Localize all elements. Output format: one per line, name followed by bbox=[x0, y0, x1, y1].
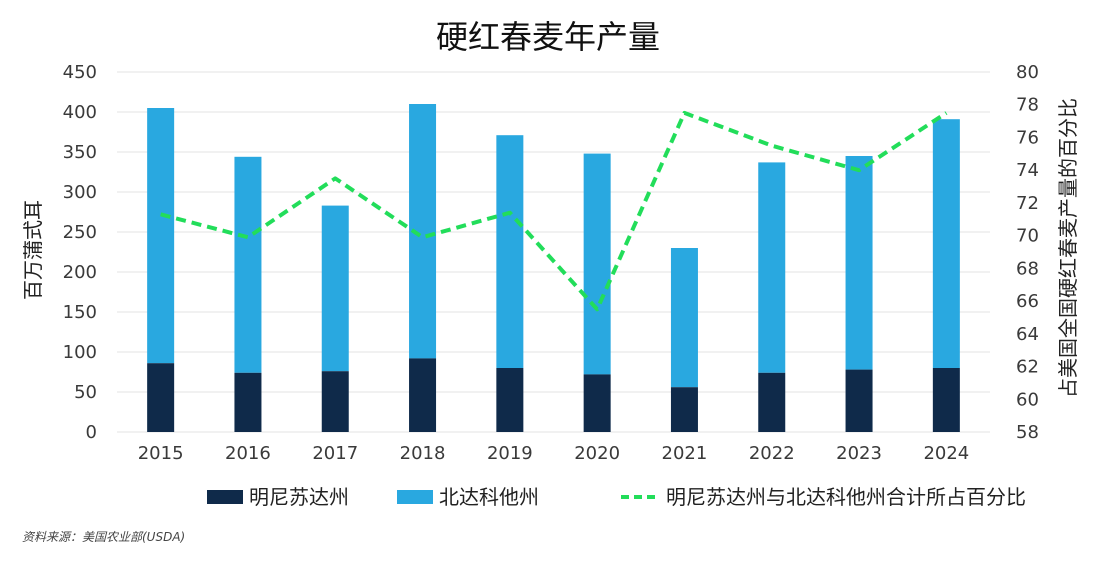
y-tick-label: 50 bbox=[74, 382, 97, 403]
y2-tick-label: 70 bbox=[1016, 226, 1039, 247]
bar-minnesota bbox=[321, 371, 349, 432]
x-axis-ticks: 2015 2016 2017 2018 2019 2020 2021 2022 2023 2024 bbox=[138, 443, 970, 464]
y2-tick-label: 78 bbox=[1016, 95, 1039, 116]
bar-minnesota bbox=[234, 372, 262, 432]
legend-swatch-north-dakota bbox=[397, 490, 433, 504]
y-tick-label: 350 bbox=[63, 142, 97, 163]
y2-tick-label: 58 bbox=[1016, 422, 1039, 443]
y-axis-title-right: 占美国全国硬红春麦产量的百分比 bbox=[1056, 98, 1080, 398]
bar-north-dakota bbox=[670, 248, 698, 388]
bar-north-dakota bbox=[583, 153, 611, 375]
y2-tick-label: 74 bbox=[1016, 160, 1039, 181]
y2-tick-label: 64 bbox=[1016, 324, 1039, 345]
y2-tick-label: 72 bbox=[1016, 193, 1039, 214]
bar-north-dakota bbox=[932, 119, 960, 368]
y2-tick-label: 66 bbox=[1016, 291, 1039, 312]
bar-minnesota bbox=[147, 363, 175, 432]
bar-minnesota bbox=[758, 372, 786, 432]
bar-minnesota bbox=[583, 374, 611, 432]
legend: 明尼苏达州 北达科他州 明尼苏达州与北达科他州合计所占百分比 bbox=[207, 485, 1026, 509]
x-tick-label: 2024 bbox=[923, 443, 969, 464]
bar-north-dakota bbox=[321, 205, 349, 372]
y-axis-title-left: 百万蒲式耳 bbox=[21, 200, 45, 300]
x-tick-label: 2017 bbox=[312, 443, 358, 464]
percentage-line-path bbox=[160, 110, 948, 312]
x-tick-label: 2022 bbox=[749, 443, 795, 464]
legend-label-north-dakota: 北达科他州 bbox=[439, 485, 539, 509]
right-axis-ticks: 58 60 62 64 66 68 70 72 74 76 78 80 bbox=[1016, 62, 1039, 443]
bar-minnesota bbox=[845, 369, 873, 432]
bar-north-dakota bbox=[496, 135, 524, 368]
bar-minnesota bbox=[496, 368, 524, 432]
y2-tick-label: 76 bbox=[1016, 127, 1039, 148]
bar-north-dakota bbox=[234, 156, 262, 373]
chart-title: 硬红春麦年产量 bbox=[436, 18, 660, 56]
legend-label-minnesota: 明尼苏达州 bbox=[249, 485, 349, 509]
y-tick-label: 200 bbox=[63, 262, 97, 283]
y2-tick-label: 62 bbox=[1016, 357, 1039, 378]
y-tick-label: 300 bbox=[63, 182, 97, 203]
gridlines bbox=[117, 71, 990, 433]
x-tick-label: 2023 bbox=[836, 443, 882, 464]
legend-label-percentage: 明尼苏达州与北达科他州合计所占百分比 bbox=[666, 485, 1026, 509]
bar-minnesota bbox=[409, 358, 437, 432]
bar-north-dakota bbox=[758, 162, 786, 373]
x-tick-label: 2016 bbox=[225, 443, 271, 464]
y2-tick-label: 68 bbox=[1016, 258, 1039, 279]
bars bbox=[147, 104, 960, 432]
y-tick-label: 150 bbox=[63, 302, 97, 323]
y-tick-label: 400 bbox=[63, 102, 97, 123]
x-tick-label: 2018 bbox=[400, 443, 446, 464]
x-tick-label: 2015 bbox=[138, 443, 184, 464]
x-tick-label: 2019 bbox=[487, 443, 533, 464]
y-tick-label: 250 bbox=[63, 222, 97, 243]
source-note: 资料来源：美国农业部(USDA) bbox=[22, 530, 185, 544]
bar-north-dakota bbox=[845, 156, 873, 370]
y2-tick-label: 80 bbox=[1016, 62, 1039, 83]
percentage-line bbox=[160, 110, 948, 312]
y-tick-label: 0 bbox=[86, 422, 97, 443]
y-tick-label: 100 bbox=[63, 342, 97, 363]
bar-north-dakota bbox=[147, 108, 175, 364]
legend-swatch-minnesota bbox=[207, 490, 243, 504]
left-axis-ticks: 0 50 100 150 200 250 300 350 400 450 bbox=[63, 62, 97, 443]
x-tick-label: 2020 bbox=[574, 443, 620, 464]
y-tick-label: 450 bbox=[63, 62, 97, 83]
y2-tick-label: 60 bbox=[1016, 389, 1039, 410]
bar-minnesota bbox=[932, 368, 960, 432]
bar-minnesota bbox=[670, 387, 698, 432]
x-tick-label: 2021 bbox=[662, 443, 708, 464]
